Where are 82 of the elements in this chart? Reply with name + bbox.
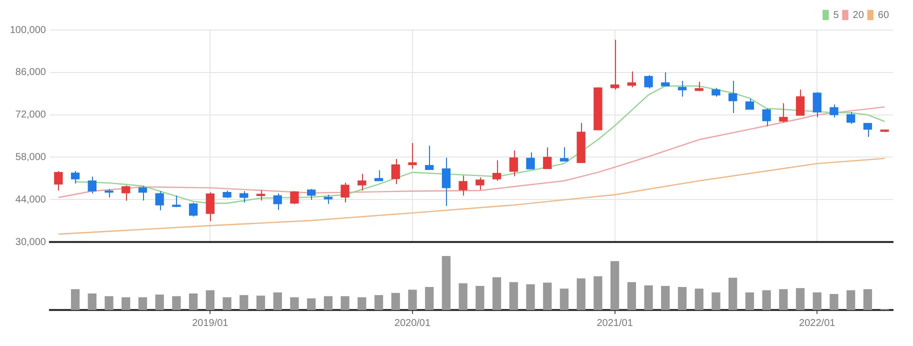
bar <box>678 286 687 310</box>
bar <box>256 296 266 310</box>
bar <box>374 295 384 310</box>
bar <box>307 298 316 310</box>
candlestick <box>627 70 636 88</box>
bar <box>442 256 451 310</box>
bar <box>745 292 754 310</box>
bar <box>830 294 838 310</box>
candlestick <box>340 182 350 203</box>
bar <box>779 289 788 310</box>
bar <box>560 288 569 310</box>
bar <box>728 278 738 310</box>
candlestick <box>222 190 232 199</box>
bar <box>712 292 720 310</box>
candlestick <box>458 175 468 196</box>
candlestick <box>560 146 569 162</box>
bar <box>240 295 248 310</box>
candlestick <box>122 184 130 202</box>
bar <box>340 296 350 310</box>
bar <box>104 296 114 310</box>
bar <box>627 282 636 310</box>
bar <box>324 296 333 310</box>
candlestick <box>880 129 889 133</box>
bar <box>526 284 535 310</box>
legend-label: 20 <box>852 10 864 21</box>
bar <box>694 288 704 310</box>
bar <box>458 283 468 310</box>
x-tick-label: 2019/01 <box>192 318 229 329</box>
candlestick <box>70 170 80 184</box>
bar <box>509 282 518 310</box>
bar <box>358 297 366 310</box>
y-tick-label: 44,000 <box>15 194 46 206</box>
candlestick <box>594 86 602 130</box>
candlestick <box>476 176 484 190</box>
x-tick-label: 2020/01 <box>394 318 431 329</box>
bar <box>476 286 484 310</box>
bar <box>88 293 96 310</box>
candlestick <box>678 80 687 98</box>
candlestick <box>290 190 299 205</box>
y-tick-label: 30,000 <box>15 236 46 248</box>
x-tick-label: 2021/01 <box>596 318 634 329</box>
y-tick-label: 72,000 <box>15 110 46 121</box>
candlestick <box>54 170 63 192</box>
bar <box>796 288 805 310</box>
candlestick <box>644 74 653 89</box>
bar <box>138 297 148 310</box>
y-tick-label: 86,000 <box>15 67 46 78</box>
y-tick-label: 100,000 <box>10 24 46 36</box>
bar <box>188 293 198 310</box>
bar <box>155 294 164 310</box>
bar <box>543 282 552 310</box>
bar <box>222 297 232 310</box>
candlestick <box>172 195 181 208</box>
bar <box>122 297 130 310</box>
bar <box>812 292 822 310</box>
bar <box>408 290 417 310</box>
bar <box>576 278 586 310</box>
legend-label: 60 <box>878 10 890 21</box>
legend-label: 5 <box>833 10 840 21</box>
bar <box>762 290 771 310</box>
bar <box>273 292 282 310</box>
bar <box>846 290 856 310</box>
bar <box>863 289 872 310</box>
bar <box>610 261 620 310</box>
bar <box>661 286 670 310</box>
candlestick <box>762 108 771 127</box>
candlestick <box>240 190 248 204</box>
candlestick <box>712 87 720 98</box>
bar <box>172 296 181 310</box>
bar <box>391 292 400 310</box>
bar <box>594 276 602 310</box>
candlestick <box>830 104 838 118</box>
x-tick-label: 2022/01 <box>799 318 836 329</box>
candlestick <box>694 81 704 92</box>
bar <box>70 289 80 310</box>
bar <box>644 285 653 310</box>
bar <box>425 286 434 310</box>
bar <box>206 290 214 310</box>
candlestick <box>526 152 535 170</box>
bar <box>290 297 299 310</box>
y-tick-label: 58,000 <box>15 152 46 163</box>
bar <box>492 277 502 310</box>
